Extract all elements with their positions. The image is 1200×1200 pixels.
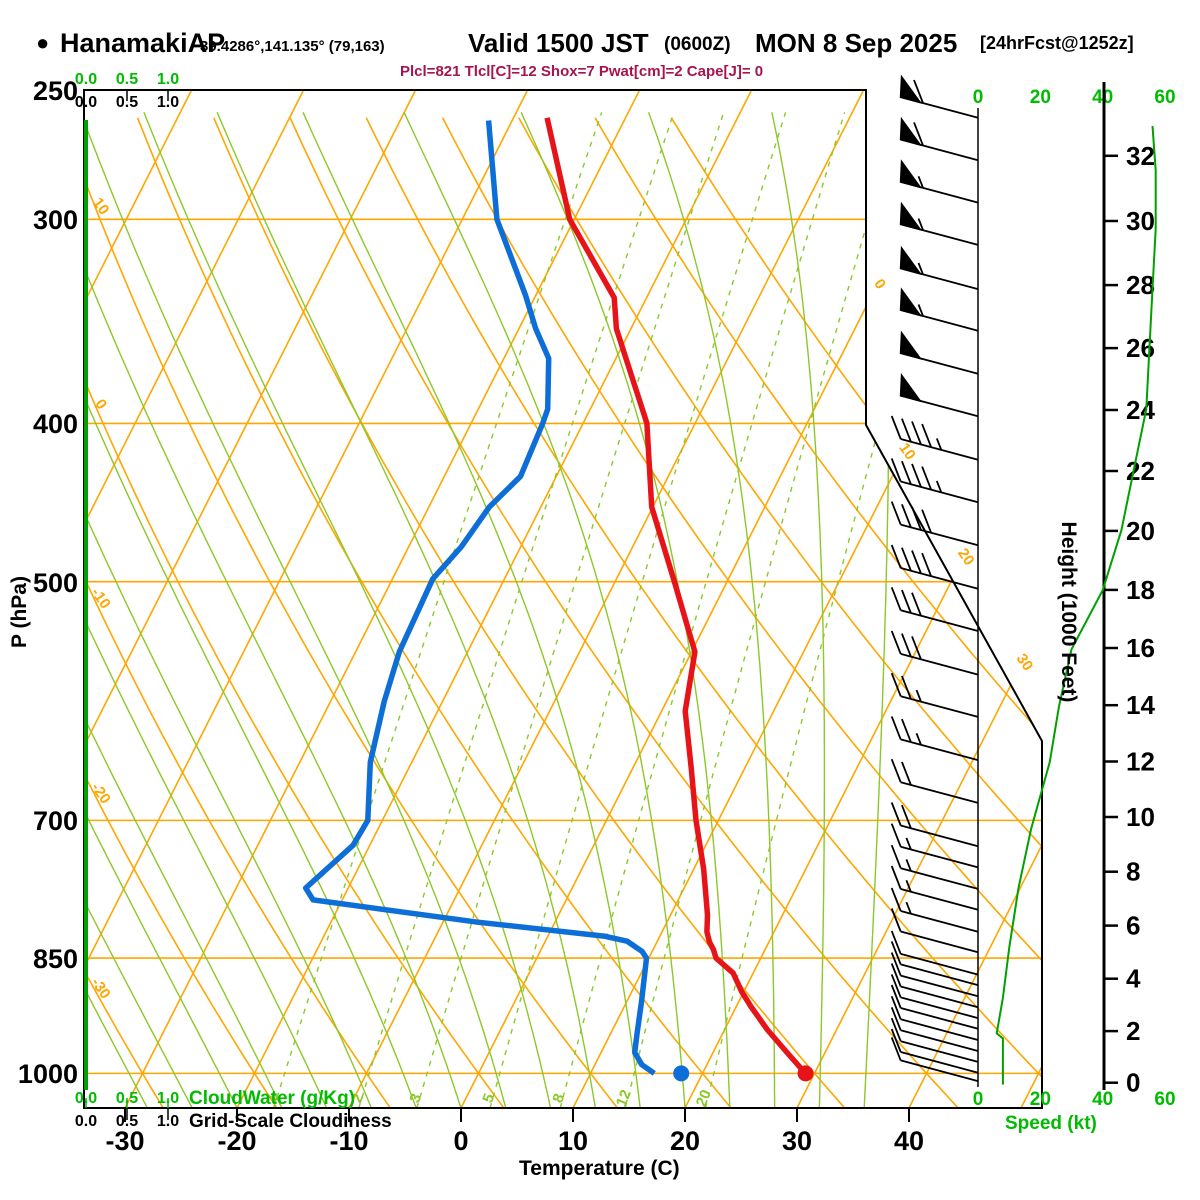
surface-temperature-dot <box>797 1065 814 1082</box>
svg-text:60: 60 <box>1154 1089 1175 1110</box>
svg-text:20: 20 <box>670 1126 700 1156</box>
svg-text:24: 24 <box>1126 395 1155 425</box>
dewpoint-curve <box>302 120 656 1076</box>
svg-text:40: 40 <box>1092 1089 1113 1110</box>
stability-params: Plcl=821 Tlcl[C]=12 Shox=7 Pwat[cm]=2 Ca… <box>400 63 764 80</box>
valid-date: MON 8 Sep 2025 <box>755 28 958 58</box>
svg-text:20: 20 <box>693 1087 715 1109</box>
station-name: HanamakiAP <box>60 28 226 58</box>
svg-text:-30: -30 <box>105 1126 144 1156</box>
svg-text:0: 0 <box>453 1126 468 1156</box>
valid-time-utc: (0600Z) <box>664 34 731 55</box>
cloud-scales: 0.00.00.00.00.50.50.50.51.01.01.01.0 <box>75 71 179 1130</box>
background-grid <box>84 90 1042 1108</box>
svg-text:0: 0 <box>870 276 889 293</box>
svg-text:8: 8 <box>549 1091 568 1105</box>
svg-text:10: 10 <box>558 1126 588 1156</box>
valid-time: Valid 1500 JST <box>468 28 649 58</box>
svg-text:0.0: 0.0 <box>75 94 97 111</box>
svg-text:0.5: 0.5 <box>116 71 138 88</box>
svg-text:4: 4 <box>1126 964 1141 994</box>
temperature-curve <box>544 117 808 1076</box>
svg-text:12: 12 <box>613 1087 635 1109</box>
svg-text:-20: -20 <box>88 780 114 808</box>
svg-text:22: 22 <box>1126 456 1155 486</box>
svg-text:0.5: 0.5 <box>116 94 138 111</box>
svg-text:32: 32 <box>1126 141 1155 171</box>
svg-text:500: 500 <box>33 568 78 598</box>
plot-border <box>83 89 1043 1109</box>
cloudwater-axis-label: CloudWater (g/Kg) <box>189 1088 356 1109</box>
svg-text:40: 40 <box>894 1126 924 1156</box>
pressure-axis-label: P (hPa) <box>8 576 31 648</box>
svg-text:-30: -30 <box>88 975 114 1003</box>
station-coords: 39.4286°,141.135° (79,163) <box>200 38 385 55</box>
forecast-tag: [24hrFcst@1252z] <box>980 33 1134 53</box>
wind-speed-curve <box>995 125 1157 1085</box>
svg-text:30: 30 <box>1013 651 1036 674</box>
svg-text:20: 20 <box>1126 516 1155 546</box>
station-bullet-icon: ● <box>36 30 50 55</box>
svg-text:10: 10 <box>1126 802 1155 832</box>
svg-text:16: 16 <box>1126 633 1155 663</box>
svg-text:0.5: 0.5 <box>116 1113 138 1130</box>
svg-text:28: 28 <box>1126 270 1155 300</box>
svg-text:20: 20 <box>954 545 977 568</box>
temperature-axis-label: Temperature (C) <box>519 1157 680 1180</box>
svg-text:0.0: 0.0 <box>75 1113 97 1130</box>
isopleth-labels: 0 10 20 30 10 0 -10 -20 -30 <box>88 195 1037 1002</box>
svg-text:5: 5 <box>479 1091 498 1105</box>
svg-text:20: 20 <box>1030 1089 1051 1110</box>
svg-text:1000: 1000 <box>18 1059 78 1089</box>
svg-text:1.0: 1.0 <box>157 1113 179 1130</box>
height-axis-label: Height (1000 Feet) <box>1057 521 1080 703</box>
svg-text:1.0: 1.0 <box>157 94 179 111</box>
svg-text:10: 10 <box>89 195 112 218</box>
cloudiness-axis-label: Grid-Scale Cloudiness <box>189 1111 392 1132</box>
svg-text:-10: -10 <box>329 1126 368 1156</box>
speed-scale: 00202040406060 <box>973 87 1176 1110</box>
svg-text:14: 14 <box>1126 690 1155 720</box>
temperature-tick-labels: -30 -20 -10 0 10 20 30 40 <box>105 1108 924 1156</box>
svg-text:3: 3 <box>406 1091 425 1105</box>
svg-text:20: 20 <box>1030 87 1051 108</box>
svg-text:400: 400 <box>33 409 78 439</box>
speed-axis-label: Speed (kt) <box>1005 1113 1097 1134</box>
svg-text:2: 2 <box>1126 1016 1140 1046</box>
svg-text:6: 6 <box>1126 911 1140 941</box>
svg-text:12: 12 <box>1126 747 1155 777</box>
svg-text:30: 30 <box>1126 206 1155 236</box>
surface-dewpoint-dot <box>673 1065 690 1082</box>
wind-barbs <box>890 74 979 1082</box>
svg-text:700: 700 <box>33 806 78 836</box>
svg-text:-10: -10 <box>88 585 114 613</box>
svg-text:0: 0 <box>973 87 984 108</box>
svg-text:0: 0 <box>91 396 110 413</box>
svg-text:0.0: 0.0 <box>75 71 97 88</box>
svg-text:1.0: 1.0 <box>157 71 179 88</box>
svg-text:18: 18 <box>1126 575 1155 605</box>
svg-text:30: 30 <box>782 1126 812 1156</box>
svg-text:60: 60 <box>1154 87 1175 108</box>
svg-text:10: 10 <box>895 440 918 463</box>
svg-text:0: 0 <box>1126 1068 1140 1098</box>
svg-text:-20: -20 <box>217 1126 256 1156</box>
svg-text:250: 250 <box>33 76 78 106</box>
pressure-tick-labels: 250 300 400 500 700 850 1000 <box>18 76 78 1089</box>
svg-text:300: 300 <box>33 205 78 235</box>
svg-text:8: 8 <box>1126 857 1140 887</box>
svg-text:0: 0 <box>973 1089 984 1110</box>
svg-text:850: 850 <box>33 944 78 974</box>
